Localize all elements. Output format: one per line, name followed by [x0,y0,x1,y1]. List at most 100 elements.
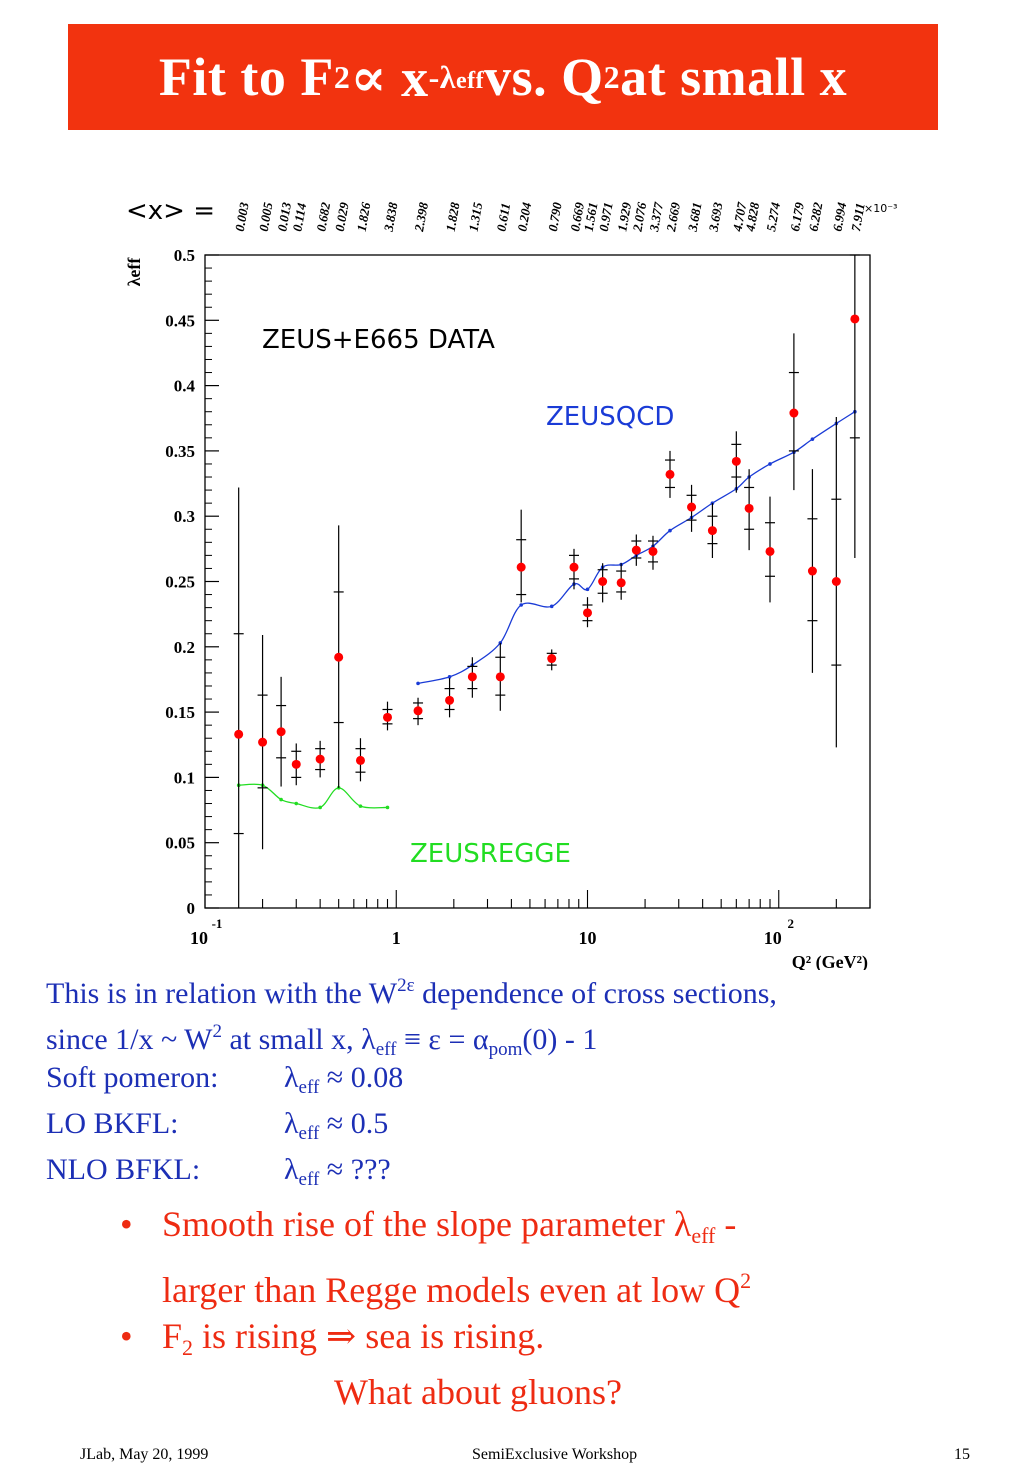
body-text: This is in relation with the W [46,977,398,1010]
bullet-2-line-1: F2 is rising ⇒ sea is rising. [162,1314,544,1370]
bullet-sup: 2 [740,1268,752,1293]
x-value-header: 6.282 [806,201,826,233]
data-point [569,562,579,572]
qcd-curve-marker [519,603,523,607]
x-value-header: 1.828 [443,201,463,233]
x-value-header: 0.790 [545,201,565,233]
data-point [707,526,717,536]
regge-curve-marker [279,797,283,802]
qcd-curve-marker [416,681,420,686]
x-value-header: 0.682 [313,201,333,233]
body-line-2: since 1/x ~ W2 at small x, λeff ≡ ε = αp… [46,1012,597,1070]
body-text: (0) - 1 [522,1023,598,1056]
data-point [291,759,301,769]
x-value-header: 3.377 [646,201,666,234]
regge-curve-marker [318,805,322,810]
row-lambda: λ [284,1107,299,1140]
bullet-1-line-1: Smooth rise of the slope parameter λeff … [162,1202,736,1258]
regge-curve-marker [358,804,363,808]
x-value-header: 2.076 [629,201,649,234]
row-value: ≈ ??? [319,1153,391,1186]
x-value-header: 1.826 [354,201,374,233]
y-tick-label: 0.25 [165,573,195,592]
data-point [687,502,697,512]
y-tick-label: 0 [187,899,196,918]
bullet-text: F [162,1316,183,1356]
y-tick-label: 0.2 [174,638,195,657]
row-lambda: λ [284,1153,299,1186]
qcd-curve-marker [768,462,772,466]
data-point [315,754,325,764]
bullet-1-line-2: larger than Regge models even at low Q2 [162,1258,751,1313]
data-point [598,577,608,586]
data-point [355,755,365,765]
regge-curve-line [238,783,388,809]
data-point [831,577,841,586]
x-value-header: 0.114 [289,201,309,232]
body-sub: eff [375,1039,397,1060]
x-value-header: 3.693 [705,201,725,234]
qcd-curve-line [417,411,856,685]
data-point [495,672,505,682]
footer-event: SemiExclusive Workshop [472,1446,638,1463]
data-point [850,314,860,324]
x-value-header: 1.929 [614,201,634,233]
x-tick-exponent: 2 [788,916,795,931]
x-value-header: 2.398 [411,201,431,234]
data-point [258,737,268,747]
row-sub: eff [298,1169,320,1190]
lo-bkfl-row: LO BKFL: λeff ≈ 0.5 [46,1104,388,1144]
title-exp: -λ [428,58,456,95]
x-tick-label: 1 [392,928,401,948]
y-axis-label: λeff [124,257,144,287]
footer-page-number: 15 [954,1446,970,1463]
x-value-header: 3.838 [381,201,401,234]
body-text: since 1/x ~ W [46,1023,213,1056]
x-value-header: 0.611 [493,202,513,233]
x-value-header: 0.003 [232,201,252,233]
x-value-header: 0.669 [567,201,587,233]
regge-annotation: ZEUSREGGE [410,839,571,869]
data-point [413,706,423,716]
data-point [445,695,455,705]
row-sub: eff [298,1077,320,1098]
x-value-header: 0.005 [256,201,276,233]
title-part: at small x [620,47,848,107]
data-point [789,408,799,418]
x-value-header: 5.274 [763,201,783,233]
bullet-sub: eff [691,1223,716,1248]
row-lambda: λ [284,1061,299,1094]
title-sub: 2 [333,58,351,95]
bullet-2-cont: What about gluons? [334,1370,622,1415]
title-part: ∝ x [350,48,429,108]
x-header-unit: ×10⁻³ [864,202,897,215]
body-sup: 2ε [397,975,415,996]
x-value-header: 3.681 [685,201,705,233]
x-value-header: 1.561 [581,201,601,232]
regge-curve-marker [294,801,299,806]
data-point [665,469,675,479]
bullet-text: - [715,1204,737,1244]
qcd-curve-marker [810,437,815,441]
x-tick-label: 10 [764,928,782,948]
soft-pomeron-row: Soft pomeron: λeff ≈ 0.08 [46,1058,403,1098]
nlo-bfkl-row: NLO BFKL: λeff ≈ ??? [46,1150,391,1190]
bullet-text: Smooth rise of the slope parameter λ [162,1204,692,1244]
row-label: NLO BFKL: [46,1153,201,1186]
x-value-header: 0.029 [332,201,352,233]
body-line-1: This is in relation with the W2ε depende… [46,966,777,1014]
bullet-text: is rising ⇒ sea is rising. [193,1316,545,1356]
bullet-dot: • [120,1204,133,1244]
lambda-eff-chart: 0 0.05 0.1 0.15 0.2 0.25 0.3 0.35 0.4 0.45 0.5 10 -1… [124,196,897,970]
qcd-annotation: ZEUSQCD [546,402,674,432]
body-text: ≡ ε = α [396,1023,489,1056]
x-value-header: 2.669 [663,201,683,234]
row-sub: eff [298,1123,320,1144]
x-header-label: <x> = [126,196,215,226]
x-value-header: 4.707 [729,201,749,234]
body-text: dependence of cross sections, [414,977,777,1010]
x-tick-label: 10 [579,928,597,948]
title-part: vs. Q [484,47,604,107]
